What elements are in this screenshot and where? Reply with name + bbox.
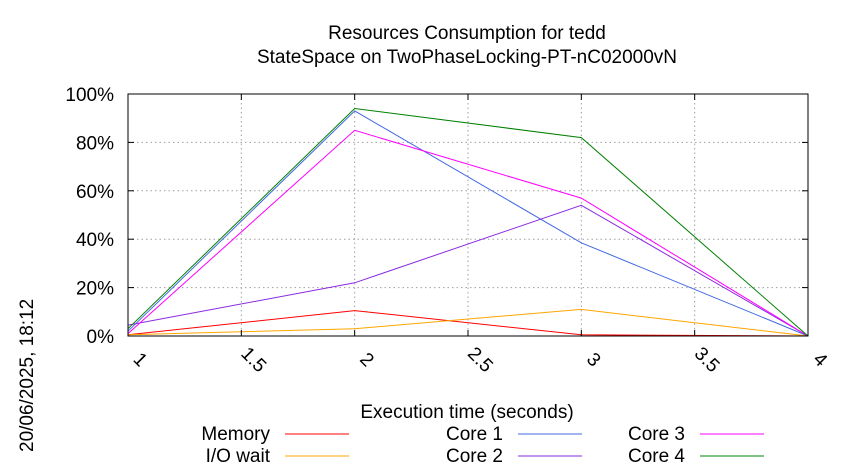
legend-label-core-3: Core 3	[628, 424, 685, 445]
x-tick-label: 1	[129, 349, 151, 371]
x-tick-label: 4	[809, 349, 832, 372]
y-tick-label: 80%	[76, 133, 114, 154]
legend-label-core-2: Core 2	[446, 446, 503, 467]
legend-label-core-1: Core 1	[446, 424, 503, 445]
x-tick-label: 2	[355, 349, 377, 371]
y-tick-label: 0%	[87, 327, 115, 348]
y-tick-label: 20%	[76, 279, 114, 300]
y-tick-label: 100%	[65, 85, 114, 106]
timestamp: 20/06/2025, 18:12	[17, 299, 38, 452]
x-tick-label: 2.5	[463, 343, 497, 377]
series-line-core-1	[127, 110, 809, 337]
legend-label-core-4: Core 4	[628, 446, 685, 467]
legend-label-i-o-wait: I/O wait	[206, 446, 271, 467]
series-line-core-2	[127, 204, 809, 337]
grid-lines	[128, 94, 808, 336]
y-tick-label: 60%	[76, 182, 114, 203]
series-line-core-3	[127, 129, 809, 337]
chart-subtitle: StateSpace on TwoPhaseLocking-PT-nC02000…	[257, 47, 677, 68]
x-tick-label: 1.5	[236, 343, 270, 377]
series-line-core-4	[127, 107, 809, 337]
x-tick-label: 3.5	[690, 343, 724, 377]
y-tick-label: 40%	[76, 230, 114, 251]
x-tick-label: 3	[582, 349, 604, 371]
legend-label-memory: Memory	[201, 424, 270, 445]
chart-title: Resources Consumption for tedd	[328, 23, 606, 44]
x-axis-label: Execution time (seconds)	[360, 402, 573, 423]
